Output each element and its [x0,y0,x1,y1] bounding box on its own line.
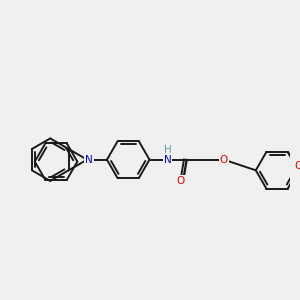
Text: H: H [164,145,171,155]
Text: N: N [85,155,93,165]
Text: N: N [164,155,171,165]
Text: O: O [294,161,300,171]
Text: O: O [85,154,93,164]
Text: O: O [220,155,228,165]
Text: O: O [176,176,185,186]
